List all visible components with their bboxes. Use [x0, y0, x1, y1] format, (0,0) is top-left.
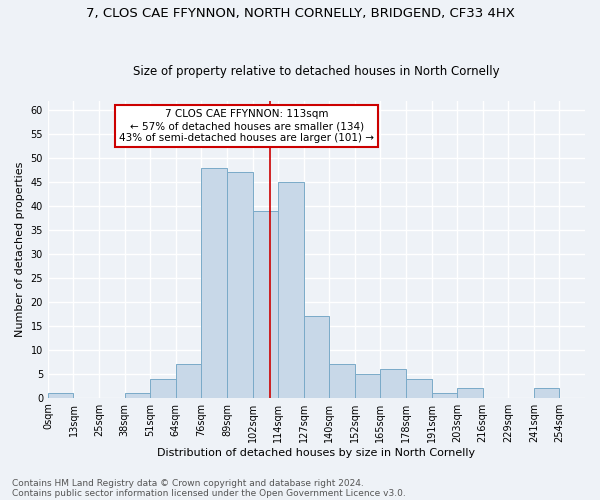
Text: Contains HM Land Registry data © Crown copyright and database right 2024.: Contains HM Land Registry data © Crown c…: [12, 478, 364, 488]
Bar: [48, 393, 73, 398]
Bar: [176, 364, 202, 398]
Bar: [202, 168, 227, 398]
Bar: [431, 393, 457, 398]
Bar: [227, 172, 253, 398]
Bar: [355, 374, 380, 398]
X-axis label: Distribution of detached houses by size in North Cornelly: Distribution of detached houses by size …: [157, 448, 476, 458]
Bar: [406, 378, 431, 398]
Bar: [150, 378, 176, 398]
Bar: [380, 369, 406, 398]
Text: Contains public sector information licensed under the Open Government Licence v3: Contains public sector information licen…: [12, 488, 406, 498]
Text: 7 CLOS CAE FFYNNON: 113sqm
← 57% of detached houses are smaller (134)
43% of sem: 7 CLOS CAE FFYNNON: 113sqm ← 57% of deta…: [119, 110, 374, 142]
Bar: [125, 393, 150, 398]
Title: Size of property relative to detached houses in North Cornelly: Size of property relative to detached ho…: [133, 66, 500, 78]
Bar: [534, 388, 559, 398]
Bar: [457, 388, 482, 398]
Text: 7, CLOS CAE FFYNNON, NORTH CORNELLY, BRIDGEND, CF33 4HX: 7, CLOS CAE FFYNNON, NORTH CORNELLY, BRI…: [86, 8, 514, 20]
Bar: [304, 316, 329, 398]
Bar: [329, 364, 355, 398]
Bar: [253, 211, 278, 398]
Y-axis label: Number of detached properties: Number of detached properties: [15, 162, 25, 337]
Bar: [278, 182, 304, 398]
